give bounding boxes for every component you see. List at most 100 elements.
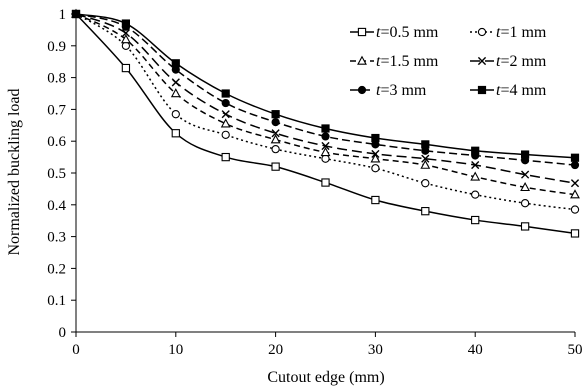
series-line xyxy=(75,13,576,196)
data-point xyxy=(520,222,530,231)
cross-stroke xyxy=(477,56,487,66)
legend-marker xyxy=(477,56,487,66)
data-point xyxy=(471,190,480,199)
data-point xyxy=(421,179,430,188)
data-point xyxy=(271,110,280,119)
cross-stroke xyxy=(570,179,580,188)
legend-item-t-0-5-mm: t=0.5 mm xyxy=(350,24,439,41)
legend-label: t=2 mm xyxy=(496,53,547,70)
data-point xyxy=(170,88,181,98)
x-tick-label: 30 xyxy=(368,342,383,358)
data-point xyxy=(371,149,380,159)
data-point xyxy=(221,110,230,119)
data-point xyxy=(321,141,330,151)
data-point xyxy=(421,154,430,163)
legend-label-variable: t xyxy=(376,53,381,70)
cross-stroke xyxy=(471,160,480,170)
x-tick-label: 50 xyxy=(568,342,583,358)
axes: 00.10.20.30.40.50.60.70.80.910 10 20 30 40 50 xyxy=(47,7,582,358)
legend-marker xyxy=(357,55,367,65)
legend-item-t-1-5-mm: t=1.5 mm xyxy=(350,53,439,70)
data-point xyxy=(521,150,530,159)
data-point xyxy=(570,160,580,170)
data-point xyxy=(271,129,280,138)
y-tick-label: 0.8 xyxy=(47,71,66,87)
cross-stroke xyxy=(521,170,530,179)
legend-item-t-3-mm: t=3 mm xyxy=(350,82,427,99)
legend-item-t-4-mm: t=4 mm xyxy=(470,82,547,99)
data-point xyxy=(171,59,180,68)
data-point xyxy=(321,154,330,163)
data-point xyxy=(220,118,231,128)
series-layer xyxy=(71,8,580,238)
y-tick-label: 0.9 xyxy=(47,39,66,55)
legend-label-value: =1.5 mm xyxy=(380,53,438,70)
legend-marker xyxy=(477,85,487,95)
data-point xyxy=(520,181,531,192)
legend-label-value: =1 mm xyxy=(500,24,546,41)
cross-stroke xyxy=(421,154,430,163)
data-point xyxy=(371,164,380,173)
series-t-4-mm xyxy=(71,9,580,162)
data-point xyxy=(271,162,280,171)
data-point xyxy=(570,205,580,214)
x-tick-label: 10 xyxy=(168,342,183,358)
data-point xyxy=(171,129,180,138)
data-point xyxy=(371,195,380,205)
data-point xyxy=(121,28,130,38)
data-point xyxy=(520,199,530,208)
legend-label-value: =3 mm xyxy=(380,82,426,99)
series-t-0-5-mm xyxy=(71,9,580,238)
data-point xyxy=(521,170,530,179)
legend-label-variable: t xyxy=(376,82,381,99)
cross-stroke xyxy=(121,28,130,38)
legend-label-variable: t xyxy=(496,82,501,99)
data-point xyxy=(71,9,81,19)
x-tick-label: 0 xyxy=(72,342,80,358)
y-tick-label: 0.4 xyxy=(47,198,66,214)
legend-label: t=4 mm xyxy=(496,82,547,99)
data-point xyxy=(470,171,481,181)
y-tick-label: 0.7 xyxy=(47,102,66,118)
data-point xyxy=(221,98,230,108)
data-point xyxy=(171,78,180,87)
data-point xyxy=(421,140,430,149)
legend-marker xyxy=(357,27,367,37)
y-tick-label: 0 xyxy=(59,325,67,341)
legend-label: t=3 mm xyxy=(376,82,427,99)
cross-stroke xyxy=(171,78,180,87)
data-point xyxy=(421,207,430,216)
series-t-1-5-mm xyxy=(71,8,580,199)
legend-item-t-2-mm: t=2 mm xyxy=(470,53,547,70)
legend-marker xyxy=(477,27,487,37)
cross-stroke xyxy=(371,149,380,159)
y-tick-label: 0.6 xyxy=(47,134,66,150)
data-point xyxy=(321,178,330,187)
data-point xyxy=(570,179,580,188)
legend-marker xyxy=(357,85,367,95)
legend-label-variable: t xyxy=(496,53,501,70)
legend-label-value: =4 mm xyxy=(500,82,546,99)
cross-stroke xyxy=(221,110,230,119)
data-point xyxy=(271,144,280,154)
data-point xyxy=(121,41,131,50)
x-tick-label: 40 xyxy=(468,342,483,358)
data-point xyxy=(120,34,131,44)
data-point xyxy=(570,229,580,238)
data-point xyxy=(121,63,131,73)
data-point xyxy=(270,134,281,144)
y-tick-label: 1 xyxy=(59,7,67,23)
y-tick-label: 0.2 xyxy=(47,261,66,277)
legend-label-value: =0.5 mm xyxy=(380,24,438,41)
legend-label: t=1 mm xyxy=(496,24,547,41)
legend-label-variable: t xyxy=(376,24,381,41)
data-point xyxy=(420,159,431,169)
data-point xyxy=(371,133,380,143)
data-point xyxy=(320,146,331,157)
x-tick-label: 20 xyxy=(268,342,283,358)
data-point xyxy=(471,160,480,170)
cross-stroke xyxy=(321,141,330,151)
data-point xyxy=(221,152,230,162)
legend-label-value: =2 mm xyxy=(500,53,546,70)
